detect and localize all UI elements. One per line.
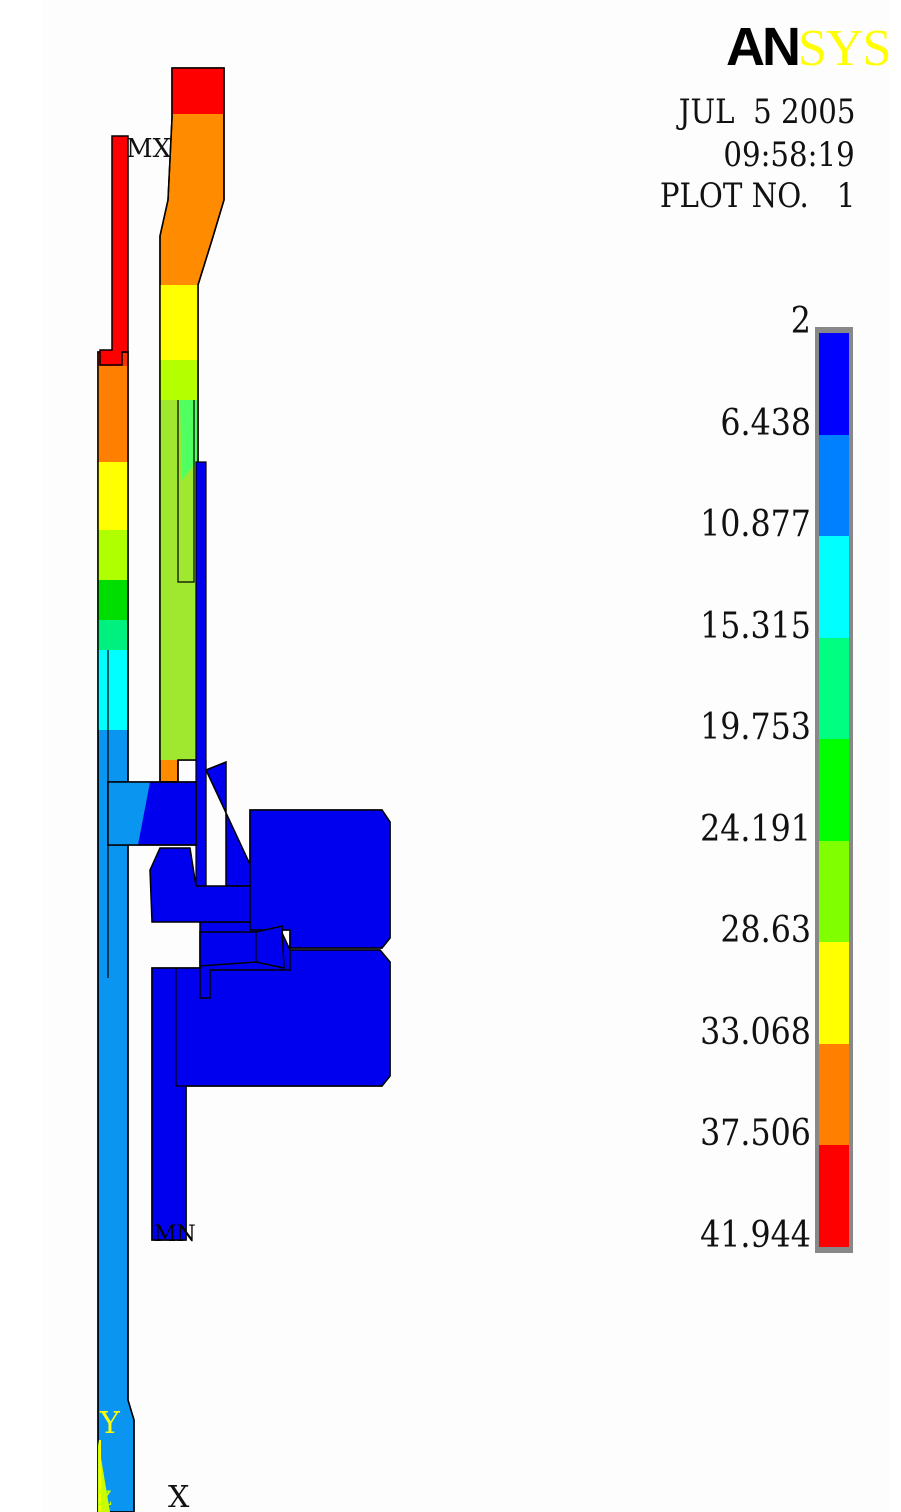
rod-left [97, 351, 135, 1512]
logo-part-an: AN [726, 17, 801, 77]
legend-segment [819, 536, 849, 639]
thin-strip [99, 135, 129, 366]
tower [159, 67, 225, 783]
ansys-logo: ANSYS [726, 16, 896, 78]
min-marker: MN [154, 1222, 196, 1247]
logo-part-sys: SYS [798, 20, 891, 77]
legend-segment [819, 840, 849, 943]
legend-label: 24.191 [700, 808, 811, 850]
legend-label: 33.068 [700, 1011, 811, 1053]
legend-segment [819, 333, 849, 436]
legend-label: 2 [790, 301, 811, 342]
legend-label: 37.506 [700, 1113, 811, 1155]
legend-segment [819, 637, 849, 740]
blue-plate [195, 461, 207, 887]
plot-time: 09:58:19 [723, 135, 855, 175]
legend-label: 10.877 [700, 504, 811, 546]
axis-label-y: Y [100, 1406, 120, 1441]
legend-segment [819, 1145, 849, 1248]
legend-label: 6.438 [720, 402, 811, 444]
plot-number: PLOT NO. 1 [659, 176, 855, 216]
legend-label: 15.315 [700, 605, 811, 647]
legend-label: 28.63 [720, 910, 811, 952]
legend-segment [819, 942, 849, 1045]
plot-date: JUL 5 2005 [678, 92, 855, 132]
axis-label-x: X [168, 1480, 190, 1512]
legend-segment [819, 1043, 849, 1146]
axis-label-z: Z [98, 1486, 112, 1510]
legend-color-bar [815, 327, 853, 1253]
legend-segment [819, 739, 849, 842]
legend-segment [819, 434, 849, 537]
legend-label: 19.753 [700, 707, 811, 749]
legend-label: 41.944 [700, 1215, 811, 1256]
max-marker: MX [126, 134, 172, 164]
blue-assembly [149, 760, 391, 1241]
cross-bar [107, 781, 197, 846]
